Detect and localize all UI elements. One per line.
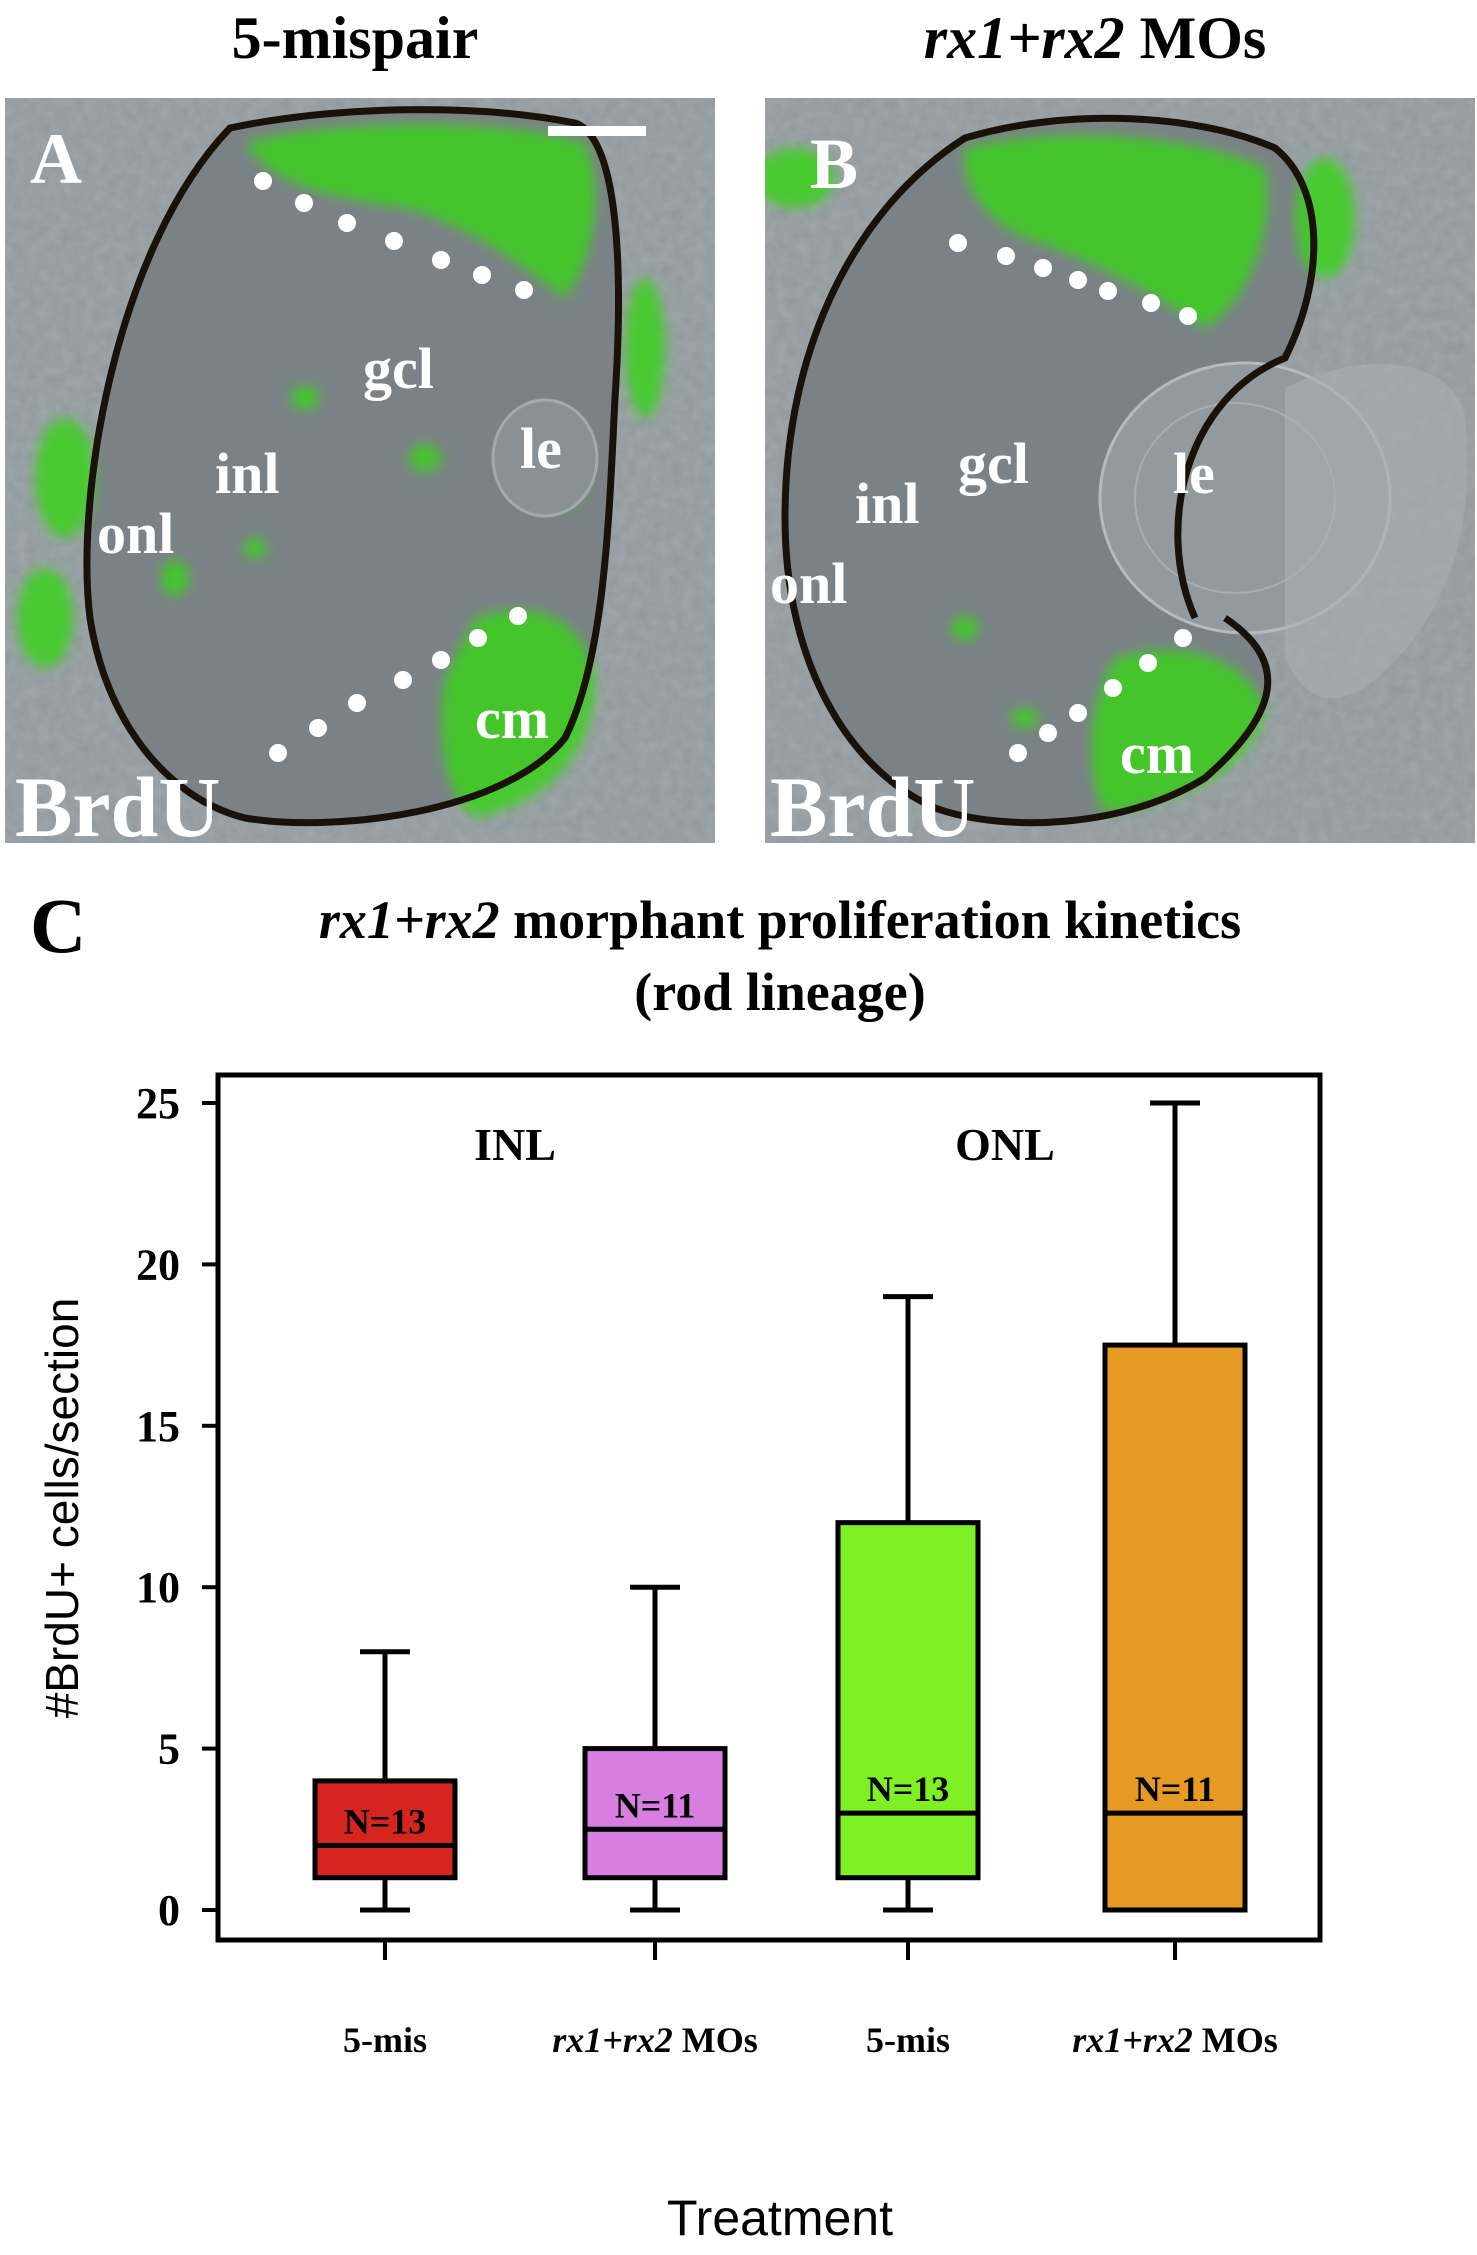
box-iqr xyxy=(835,1520,981,1881)
box-iqr xyxy=(312,1778,458,1881)
marker-dots-bottom xyxy=(1009,629,1192,762)
pigment-border xyxy=(83,106,622,827)
panel-b-label-onl: onl xyxy=(770,551,847,616)
panel-a-heading: 5-mispair xyxy=(60,4,650,73)
plot-frame xyxy=(215,1072,1323,1943)
x-category-label: 5-mis xyxy=(343,2020,427,2060)
pigment-border xyxy=(781,114,1318,827)
group-label-inl: INL xyxy=(474,1119,556,1170)
panel-b-heading-italic: rx1+rx2 xyxy=(923,5,1125,71)
box-4: N=11 xyxy=(1102,1100,1248,1913)
brdu-signal xyxy=(765,135,1355,813)
n-label: N=11 xyxy=(615,1785,696,1825)
lens xyxy=(491,398,599,518)
x-category-label: rx1+rx2 MOs xyxy=(1072,2020,1278,2060)
panel-a-label-le: le xyxy=(520,416,562,481)
n-label: N=11 xyxy=(1135,1769,1216,1809)
marker-dots-bottom xyxy=(269,607,527,762)
panel-a-label-cm: cm xyxy=(475,686,549,751)
panel-b-heading-rest: MOs xyxy=(1124,5,1267,71)
panel-a-letter: A xyxy=(30,119,82,199)
panel-a-label-inl: inl xyxy=(215,441,280,506)
chart-title-line1: rx1+rx2 morphant proliferation kinetics xyxy=(319,890,1241,950)
panel-a-heading-text: 5-mispair xyxy=(231,5,479,71)
panel-b-label-le: le xyxy=(1173,441,1215,506)
box-3: N=13 xyxy=(835,1294,981,1913)
panel-c-letter: C xyxy=(30,882,86,969)
x-category-label: rx1+rx2 MOs xyxy=(552,2020,758,2060)
y-tick-label: 0 xyxy=(158,1886,180,1935)
chart-title-line2: (rod lineage) xyxy=(634,962,925,1022)
panel-a-label-onl: onl xyxy=(97,501,174,566)
y-tick-label: 25 xyxy=(136,1079,180,1128)
panel-b-stain-label: BrdU xyxy=(770,759,975,843)
panel-b-micrograph: B gcl inl le onl cm BrdU xyxy=(765,98,1475,843)
marker-dots-top xyxy=(949,234,1197,325)
panel-b-letter: B xyxy=(810,124,858,204)
y-tick-label: 10 xyxy=(136,1563,180,1612)
y-axis-label: #BrdU+ cells/section xyxy=(36,1298,88,1719)
n-label: N=13 xyxy=(344,1801,427,1841)
panel-a-micrograph: A gcl inl le onl cm BrdU xyxy=(5,98,715,843)
box-iqr xyxy=(582,1746,728,1881)
x-category-label: 5-mis xyxy=(866,2020,950,2060)
box-2: N=11 xyxy=(582,1584,728,1913)
n-label: N=13 xyxy=(867,1769,950,1809)
scale-bar xyxy=(548,126,646,136)
marker-dots-top xyxy=(254,172,533,299)
panel-b-label-cm: cm xyxy=(1120,721,1194,786)
x-axis-label: Treatment xyxy=(667,2190,893,2246)
group-label-onl: ONL xyxy=(955,1119,1055,1170)
panel-c-chart: C rx1+rx2 morphant proliferation kinetic… xyxy=(30,882,1323,2246)
panel-b-heading: rx1+rx2 MOs xyxy=(800,4,1390,73)
panel-a-label-gcl: gcl xyxy=(363,336,434,401)
y-tick-label: 15 xyxy=(136,1402,180,1451)
panel-b-label-gcl: gcl xyxy=(958,431,1029,496)
y-tick-label: 20 xyxy=(136,1240,180,1289)
panel-b-label-inl: inl xyxy=(855,471,920,536)
y-tick-label: 5 xyxy=(158,1725,180,1774)
panel-a-stain-label: BrdU xyxy=(15,759,220,843)
box-iqr xyxy=(1102,1342,1248,1913)
box-1: N=13 xyxy=(312,1649,458,1913)
